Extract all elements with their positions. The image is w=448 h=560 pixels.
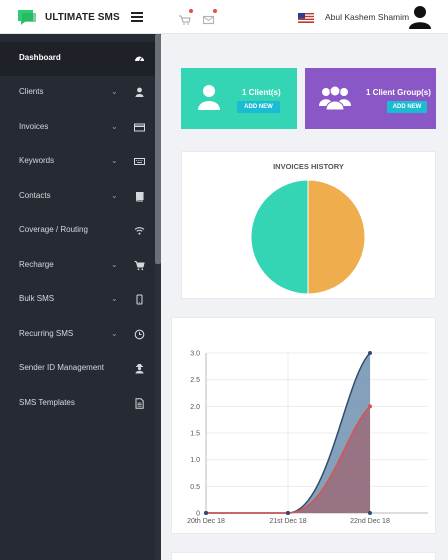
brand-name: ULTIMATE SMS <box>45 12 120 23</box>
user-icon <box>135 87 144 97</box>
sidebar-item-label: Bulk SMS <box>19 294 55 303</box>
x-tick-label: 21st Dec 18 <box>269 518 306 525</box>
sidebar-item-contacts[interactable]: Contacts ⌄ <box>0 180 155 214</box>
user-avatar-icon[interactable] <box>409 5 431 29</box>
sidebar-item-bulk-sms[interactable]: Bulk SMS ⌄ <box>0 283 155 317</box>
client-groups-card[interactable]: 1 Client Group(s) ADD NEW <box>305 68 436 129</box>
brand[interactable]: ULTIMATE SMS <box>0 0 163 34</box>
chevron-down-icon: ⌄ <box>111 156 118 165</box>
dashboard-icon <box>135 56 144 62</box>
chevron-down-icon: ⌄ <box>111 294 118 303</box>
sidebar-item-keywords[interactable]: Keywords ⌄ <box>0 145 155 179</box>
user-secret-icon <box>135 364 144 374</box>
chevron-down-icon: ⌄ <box>111 260 118 269</box>
x-tick-label: 22nd Dec 18 <box>350 518 390 525</box>
keyboard-icon <box>134 158 145 165</box>
series-line-1 <box>206 405 371 514</box>
baseline-point <box>286 511 290 515</box>
sidebar-item-label: Invoices <box>19 122 49 131</box>
hamburger-menu-icon[interactable] <box>131 12 143 22</box>
sidebar-item-label: Dashboard <box>19 53 61 62</box>
sidebar-item-sms-templates[interactable]: SMS Templates <box>0 387 155 421</box>
sms-area-chart: 0 0.5 1.0 1.5 2.0 2.5 3.0 20th Dec 18 21st Dec 1… <box>187 351 428 525</box>
user-icon <box>198 85 220 110</box>
sidebar-item-label: Keywords <box>19 156 55 165</box>
notification-dot <box>189 9 193 13</box>
y-tick-label: 1.0 <box>190 457 200 464</box>
sidebar-scrollbar-thumb[interactable] <box>155 34 161 264</box>
mobile-icon <box>136 294 143 305</box>
sidebar-item-label: Contacts <box>19 191 51 200</box>
file-text-icon <box>135 398 144 409</box>
y-tick-label: 3.0 <box>190 351 200 358</box>
client-groups-count: 1 Client Group(s) <box>366 88 431 97</box>
chevron-down-icon: ⌄ <box>111 122 118 131</box>
top-bar: ULTIMATE SMS Abul Kashem Shamim <box>0 0 448 34</box>
wifi-icon <box>134 227 145 235</box>
credit-card-icon <box>134 123 145 132</box>
sidebar-item-label: Clients <box>19 87 44 96</box>
invoices-pie-chart <box>250 179 366 295</box>
y-tick-label: 2.0 <box>190 404 200 411</box>
clients-card[interactable]: 1 Client(s) ADD NEW <box>181 68 297 129</box>
sidebar-item-label: SMS Templates <box>19 398 75 407</box>
sidebar-item-sender-id-management[interactable]: Sender ID Management <box>0 352 155 386</box>
chevron-down-icon: ⌄ <box>111 87 118 96</box>
book-icon <box>136 191 144 202</box>
chevron-down-icon: ⌄ <box>111 329 118 338</box>
clients-count: 1 Client(s) <box>242 88 281 97</box>
y-tick-label: 0 <box>196 511 200 518</box>
sidebar-item-clients[interactable]: Clients ⌄ <box>0 76 155 110</box>
sidebar <box>0 34 161 560</box>
baseline-point <box>368 511 372 515</box>
user-name[interactable]: Abul Kashem Shamim <box>325 12 410 22</box>
series-area-1 <box>206 406 370 513</box>
notification-dot <box>213 9 217 13</box>
sidebar-item-coverage-routing[interactable]: Coverage / Routing <box>0 214 155 248</box>
sidebar-item-recharge[interactable]: Recharge ⌄ <box>0 249 155 283</box>
series-area-0 <box>206 353 370 513</box>
cart-icon <box>134 261 145 271</box>
baseline-point <box>204 511 208 515</box>
users-icon <box>319 85 351 110</box>
x-tick-label: 20th Dec 18 <box>187 518 225 525</box>
sidebar-item-label: Recurring SMS <box>19 329 74 338</box>
us-flag-icon[interactable] <box>298 13 314 23</box>
chat-logo-icon <box>18 10 36 25</box>
series-point-1-2 <box>368 404 372 409</box>
y-tick-label: 2.5 <box>190 377 200 384</box>
clock-icon <box>134 329 145 340</box>
sidebar-item-label: Recharge <box>19 260 54 269</box>
sidebar-scrollbar-track[interactable] <box>155 34 161 560</box>
pie-slice-1 <box>250 179 309 295</box>
sidebar-item-label: Coverage / Routing <box>19 225 88 234</box>
y-tick-label: 0.5 <box>190 484 200 491</box>
sms-history-panel: 0 0.5 1.0 1.5 2.0 2.5 3.0 20th Dec 18 21st Dec 1… <box>171 317 436 534</box>
invoices-history-title: INVOICES HISTORY <box>273 162 344 171</box>
add-client-group-button[interactable]: ADD NEW <box>387 101 427 113</box>
sidebar-item-dashboard[interactable]: Dashboard <box>0 42 155 76</box>
sidebar-item-label: Sender ID Management <box>19 363 104 372</box>
series-point-0-2 <box>368 351 372 355</box>
add-client-button[interactable]: ADD NEW <box>237 101 280 113</box>
pie-slice-0 <box>307 179 366 295</box>
next-panel <box>171 552 436 560</box>
invoices-history-panel: INVOICES HISTORY <box>181 151 436 299</box>
sidebar-item-invoices[interactable]: Invoices ⌄ <box>0 111 155 145</box>
cart-notification-icon[interactable] <box>179 9 193 25</box>
sidebar-item-recurring-sms[interactable]: Recurring SMS ⌄ <box>0 318 155 352</box>
mail-notification-icon[interactable] <box>202 9 217 25</box>
chevron-down-icon: ⌄ <box>111 191 118 200</box>
y-tick-label: 1.5 <box>190 431 200 438</box>
